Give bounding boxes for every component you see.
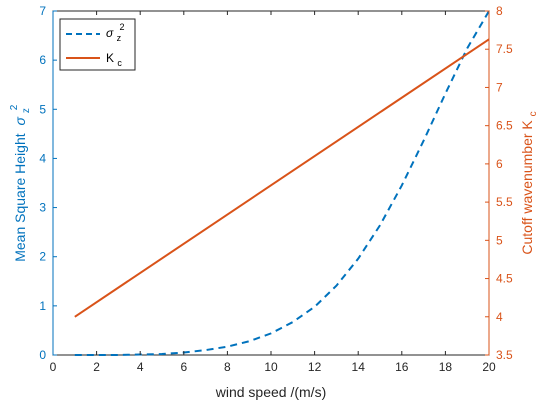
x-tick-label: 12 — [308, 360, 322, 374]
y-axis-left-label-sub: z — [21, 108, 32, 113]
y-left-tick-label: 4 — [39, 151, 46, 165]
series-line-sigma-z — [74, 10, 490, 356]
y-right-tick-label: 3.5 — [496, 348, 513, 362]
x-tick-label: 4 — [137, 360, 144, 374]
series-layer — [74, 10, 490, 356]
y-left-tick-label: 2 — [39, 250, 46, 264]
x-tick-label: 16 — [395, 360, 409, 374]
y-right-tick-label: 8 — [496, 4, 503, 18]
y-axis-left-label: Mean Square Height σ z 2 — [9, 104, 32, 262]
x-tick-label: 10 — [264, 360, 278, 374]
y-axis-left-label-sup: 2 — [9, 104, 20, 110]
legend-entry-sigma-z-sub: z — [117, 33, 122, 43]
x-tick-label: 2 — [93, 360, 100, 374]
legend-entry-sigma-z: σ z 2 — [106, 22, 124, 44]
series-line-kc — [74, 38, 490, 318]
y-right-tick-label: 7.5 — [496, 42, 513, 56]
y-left-tick-label: 5 — [39, 102, 46, 116]
x-axis: 0 2 4 6 8 10 12 14 16 18 20 — [50, 11, 496, 374]
legend-box — [59, 18, 136, 71]
y-right-tick-label: 6 — [496, 157, 503, 171]
legend-entry-sigma-z-sup: 2 — [119, 22, 124, 32]
x-tick-label: 14 — [352, 360, 366, 374]
y-axis-right-label-sub: c — [528, 111, 539, 116]
y-left-tick-label: 3 — [39, 201, 46, 215]
y-axis-right-label: Cutoff wavenumber K c — [519, 111, 539, 254]
x-tick-label: 18 — [439, 360, 453, 374]
y-right-tick-label: 5.5 — [496, 195, 513, 209]
y-left-tick-label: 1 — [39, 299, 46, 313]
y-left-tick-label: 0 — [39, 348, 46, 362]
y-left-tick-label: 7 — [39, 4, 46, 18]
y-axis-left-label-text: Mean Square Height — [12, 133, 28, 262]
x-axis-label: wind speed /(m/s) — [215, 384, 326, 400]
x-tick-label: 8 — [224, 360, 231, 374]
y-right-tick-label: 4.5 — [496, 272, 513, 286]
y-axis-right: 3.5 4 4.5 5 5.5 6 6.5 7 7.5 8 — [485, 4, 513, 362]
y-right-tick-label: 6.5 — [496, 119, 513, 133]
y-axis-right-label-text: Cutoff wavenumber K — [519, 120, 535, 255]
y-left-tick-label: 6 — [39, 53, 46, 67]
y-axis-left: 0 1 2 3 4 5 6 7 — [39, 4, 57, 362]
y-right-tick-label: 5 — [496, 233, 503, 247]
legend: σ z 2 K c — [59, 18, 136, 71]
legend-entry-kc-name: K — [106, 51, 114, 65]
y-axis-left-label-symbol: σ — [12, 116, 28, 125]
legend-entry-sigma-z-name: σ — [106, 26, 114, 40]
legend-entry-kc: K c — [106, 51, 122, 68]
legend-entry-kc-sub: c — [117, 58, 122, 68]
y-right-tick-label: 7 — [496, 80, 503, 94]
x-tick-label: 6 — [180, 360, 187, 374]
x-tick-label: 20 — [482, 360, 496, 374]
y-right-tick-label: 4 — [496, 310, 503, 324]
x-tick-label: 0 — [50, 360, 57, 374]
